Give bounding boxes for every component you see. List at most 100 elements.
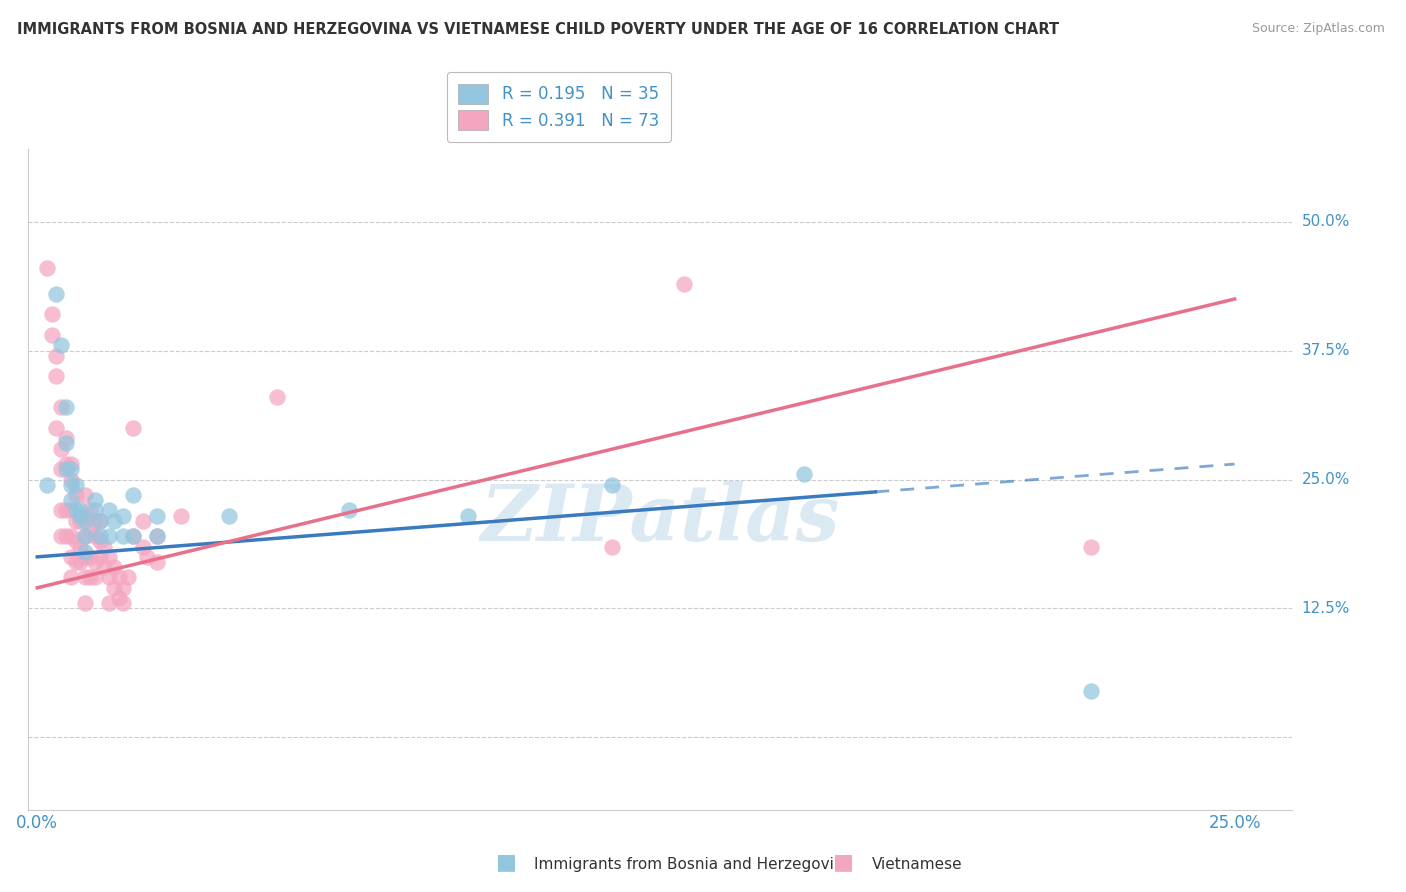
Point xyxy=(457,508,479,523)
Point xyxy=(35,477,58,491)
Point xyxy=(93,560,115,574)
Point xyxy=(75,596,97,610)
Point xyxy=(79,549,101,564)
Point xyxy=(107,591,129,606)
Point xyxy=(59,503,82,517)
Point xyxy=(117,570,139,584)
Point xyxy=(45,369,67,384)
Point xyxy=(103,514,125,528)
Point xyxy=(218,508,240,523)
Point xyxy=(59,549,82,564)
Point xyxy=(89,514,111,528)
Point xyxy=(45,421,67,435)
Point xyxy=(69,508,91,523)
Point xyxy=(146,508,169,523)
Point xyxy=(83,493,105,508)
Point xyxy=(83,514,105,528)
Point xyxy=(55,457,77,471)
Point xyxy=(75,570,97,584)
Point xyxy=(103,581,125,595)
Point xyxy=(1080,540,1102,554)
Point xyxy=(122,421,145,435)
Point xyxy=(112,581,135,595)
Point xyxy=(51,401,73,415)
Point xyxy=(266,390,288,404)
Point xyxy=(793,467,815,482)
Point xyxy=(112,529,135,543)
Point xyxy=(170,508,193,523)
Text: ZIPatlas: ZIPatlas xyxy=(481,481,839,558)
Point xyxy=(122,488,145,502)
Point xyxy=(131,540,153,554)
Point xyxy=(83,503,105,517)
Point xyxy=(79,503,101,517)
Point xyxy=(89,514,111,528)
Point xyxy=(65,477,87,491)
Point xyxy=(98,596,121,610)
Point xyxy=(51,503,73,517)
Point xyxy=(136,549,159,564)
Point xyxy=(122,529,145,543)
Point xyxy=(75,544,97,558)
Point xyxy=(65,488,87,502)
Point xyxy=(75,549,97,564)
Point xyxy=(65,555,87,569)
Legend: R = 0.195   N = 35, R = 0.391   N = 73: R = 0.195 N = 35, R = 0.391 N = 73 xyxy=(447,72,671,142)
Point xyxy=(75,514,97,528)
Point xyxy=(45,349,67,363)
Point xyxy=(59,457,82,471)
Point xyxy=(51,338,73,352)
Point xyxy=(55,503,77,517)
Point xyxy=(35,261,58,276)
Point xyxy=(55,462,77,476)
Text: ■: ■ xyxy=(496,853,516,872)
Point xyxy=(146,529,169,543)
Point xyxy=(75,488,97,502)
Point xyxy=(98,549,121,564)
Point xyxy=(45,286,67,301)
Point xyxy=(59,473,82,487)
Point xyxy=(51,462,73,476)
Text: Immigrants from Bosnia and Herzegovina: Immigrants from Bosnia and Herzegovina xyxy=(534,857,853,872)
Point xyxy=(89,529,111,543)
Point xyxy=(59,462,82,476)
Point xyxy=(83,529,105,543)
Point xyxy=(55,436,77,450)
Text: Vietnamese: Vietnamese xyxy=(872,857,962,872)
Text: 25.0%: 25.0% xyxy=(1302,472,1350,487)
Point xyxy=(146,555,169,569)
Point xyxy=(1080,684,1102,698)
Point xyxy=(131,514,153,528)
Point xyxy=(337,503,360,517)
Point xyxy=(83,570,105,584)
Point xyxy=(55,401,77,415)
Point xyxy=(55,431,77,445)
Point xyxy=(112,508,135,523)
Point xyxy=(93,540,115,554)
Point xyxy=(98,570,121,584)
Point xyxy=(41,328,63,343)
Point xyxy=(65,534,87,549)
Point xyxy=(65,514,87,528)
Text: IMMIGRANTS FROM BOSNIA AND HERZEGOVINA VS VIETNAMESE CHILD POVERTY UNDER THE AGE: IMMIGRANTS FROM BOSNIA AND HERZEGOVINA V… xyxy=(17,22,1059,37)
Point xyxy=(59,529,82,543)
Point xyxy=(79,570,101,584)
Point xyxy=(122,529,145,543)
Point xyxy=(59,570,82,584)
Point xyxy=(69,555,91,569)
Point xyxy=(41,308,63,322)
Point xyxy=(75,508,97,523)
Point xyxy=(89,534,111,549)
Point xyxy=(51,529,73,543)
Text: 12.5%: 12.5% xyxy=(1302,601,1350,615)
Point xyxy=(146,529,169,543)
Point xyxy=(112,596,135,610)
Point xyxy=(75,529,97,543)
Point xyxy=(75,529,97,543)
Point xyxy=(59,477,82,491)
Text: ■: ■ xyxy=(834,853,853,872)
Point xyxy=(55,529,77,543)
Point xyxy=(98,503,121,517)
Point xyxy=(98,529,121,543)
Point xyxy=(65,503,87,517)
